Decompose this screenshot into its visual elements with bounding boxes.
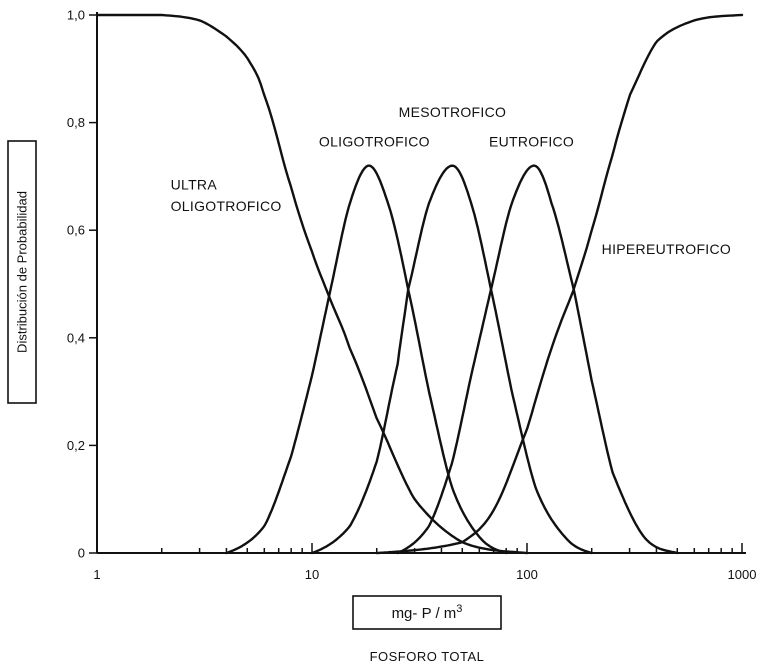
series-curve — [225, 164, 508, 555]
x-axis-unit-base: mg- P / m — [392, 605, 457, 622]
x-tick-label: 1000 — [728, 567, 757, 582]
axis-labels: Distribución de Probabilidad mg- P / m3 … — [7, 140, 502, 664]
x-tick-label: 10 — [305, 567, 319, 582]
xunit-box — [352, 595, 502, 630]
y-tick-label: 0,4 — [67, 330, 85, 345]
y-tick-label: 0,6 — [67, 223, 85, 238]
x-tick-label: 100 — [516, 567, 538, 582]
series-curve — [375, 13, 744, 555]
annotations: ULTRA OLIGOTROFICO OLIGOTROFICO MESOTROFICO… — [171, 104, 731, 257]
series-annotation: OLIGOTROFICO — [319, 133, 430, 149]
y-tick-label: 0 — [78, 546, 85, 561]
series-annotation: OLIGOTROFICO — [171, 198, 282, 214]
x-tick-label: 1 — [93, 567, 100, 582]
series-annotation: HIPEREUTROFICO — [602, 241, 731, 257]
series-curve — [396, 164, 679, 555]
ylabel-box — [7, 140, 37, 404]
series-annotation: MESOTROFICO — [399, 104, 507, 120]
series-curve — [310, 164, 593, 555]
y-tick-label: 1,0 — [67, 8, 85, 23]
axes: 0 0,2 0,4 0,6 0,8 1,0 1 10 100 1000 — [67, 8, 757, 583]
series-annotation: ULTRA — [171, 176, 218, 192]
x-axis-unit-superscript: 3 — [456, 603, 462, 615]
series-annotation: EUTROFICO — [489, 133, 574, 149]
curves — [95, 13, 744, 555]
x-axis-unit-label: mg- P / m3 — [392, 603, 463, 622]
y-tick-label: 0,8 — [67, 115, 85, 130]
y-axis-label: Distribución de Probabilidad — [15, 191, 30, 353]
x-axis-subtitle: FOSFORO TOTAL — [370, 649, 485, 664]
series-curve — [95, 13, 529, 555]
y-tick-label: 0,2 — [67, 438, 85, 453]
